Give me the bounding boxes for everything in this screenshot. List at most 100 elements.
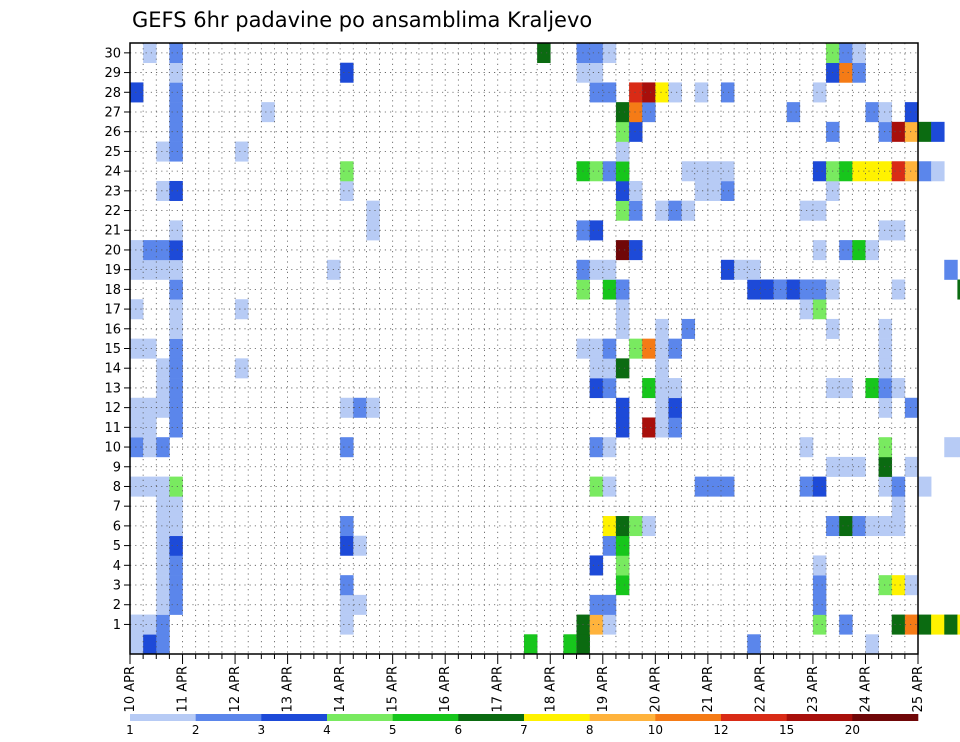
heatmap-cell: [589, 594, 604, 615]
heatmap-cell: [839, 516, 853, 537]
heatmap-cell: [747, 279, 761, 300]
heatmap-cell: [694, 161, 709, 182]
y-tick-label: 25: [104, 145, 121, 160]
heatmap-cell: [839, 62, 853, 83]
heatmap-cell: [786, 279, 801, 300]
heatmap-cell: [156, 378, 170, 399]
y-tick-label: 26: [104, 125, 121, 140]
y-tick-label: 23: [104, 184, 121, 199]
heatmap-cell: [156, 496, 170, 517]
heatmap-cell: [681, 161, 696, 182]
heatmap-cell: [904, 102, 919, 123]
heatmap-cell: [143, 437, 157, 458]
x-tick-label: 11 APR: [176, 666, 191, 712]
heatmap-cell: [130, 614, 144, 635]
x-tick-label: 13 APR: [281, 666, 296, 712]
heatmap-cell: [340, 614, 354, 635]
colorbar-label: 8: [586, 723, 594, 737]
heatmap-cell: [839, 161, 853, 182]
heatmap-cell: [891, 476, 906, 497]
heatmap-cell: [589, 437, 604, 458]
heatmap-cell: [169, 279, 183, 300]
x-tick-label: 21 APR: [701, 666, 716, 712]
colorbar: 1 2 3 4 5 6 7 8 10 12 15 20: [126, 714, 919, 737]
heatmap-cell: [944, 437, 958, 458]
heatmap-cell: [655, 358, 669, 379]
heatmap-cell: [931, 614, 945, 635]
heatmap-cell: [156, 535, 170, 556]
heatmap-cell: [524, 634, 538, 655]
heatmap-cell: [668, 417, 682, 438]
heatmap-cell: [615, 318, 630, 339]
x-tick-label: 10 APR: [123, 666, 138, 712]
heatmap-cell: [169, 594, 183, 615]
y-tick-label: 5: [113, 539, 121, 554]
heatmap-cell: [707, 180, 722, 201]
colorbar-label: 6: [455, 723, 463, 737]
x-tick-label: 22 APR: [753, 666, 768, 712]
colorbar-swatch: [786, 714, 853, 721]
heatmap-cell: [156, 594, 170, 615]
y-tick-label: 2: [113, 598, 121, 613]
heatmap-cell: [235, 299, 249, 320]
heatmap-cell: [169, 476, 183, 497]
heatmap-cell: [918, 121, 932, 142]
heatmap-cell: [812, 279, 827, 300]
heatmap-cell: [340, 594, 354, 615]
colorbar-label: 5: [389, 723, 397, 737]
heatmap-cell: [615, 417, 630, 438]
heatmap-cell: [642, 417, 656, 438]
heatmap-cell: [655, 397, 669, 418]
y-tick-label: 4: [113, 559, 121, 574]
x-tick-label: 12 APR: [228, 666, 243, 712]
heatmap-cell: [655, 338, 669, 359]
heatmap-cell: [904, 397, 919, 418]
colorbar-swatch: [655, 714, 722, 721]
heatmap-cell: [169, 43, 183, 64]
heatmap-cell: [589, 82, 604, 103]
heatmap-cell: [642, 516, 656, 537]
heatmap-cell: [156, 358, 170, 379]
heatmap-cell: [169, 555, 183, 576]
heatmap-cell: [629, 121, 643, 142]
y-tick-label: 18: [104, 283, 121, 298]
heatmap-cell: [629, 516, 643, 537]
heatmap-cell: [747, 634, 761, 655]
heatmap-cell: [130, 437, 144, 458]
x-tick-label: 16 APR: [438, 666, 453, 712]
colorbar-label: 3: [258, 723, 266, 737]
heatmap-cell: [156, 476, 170, 497]
heatmap-cell: [130, 397, 144, 418]
heatmap-cell: [865, 634, 879, 655]
heatmap-cell: [957, 437, 960, 458]
heatmap-cell: [169, 102, 183, 123]
colorbar-swatch: [852, 714, 919, 721]
y-tick-label: 28: [104, 86, 121, 101]
heatmap-cell: [156, 614, 170, 635]
heatmap-cell: [261, 102, 275, 123]
heatmap-cell: [169, 62, 183, 83]
heatmap-cell: [707, 161, 722, 182]
heatmap-cell: [878, 437, 893, 458]
colorbar-label: 1: [126, 723, 134, 737]
heatmap-cell: [694, 82, 709, 103]
heatmap-cell: [891, 279, 906, 300]
heatmap-cell: [615, 279, 630, 300]
heatmap-cell: [589, 161, 604, 182]
heatmap-cell: [918, 476, 932, 497]
heatmap-cell: [629, 82, 643, 103]
heatmap-cell: [891, 575, 906, 596]
heatmap-cell: [629, 102, 643, 123]
heatmap-cell: [812, 594, 827, 615]
heatmap-cell: [615, 397, 630, 418]
heatmap-cell: [812, 575, 827, 596]
heatmap-cell: [721, 180, 735, 201]
heatmap-cell: [629, 240, 643, 261]
heatmap-cell: [169, 496, 183, 517]
colorbar-swatch: [721, 714, 787, 721]
heatmap-cell: [786, 102, 801, 123]
heatmap-cell: [615, 141, 630, 162]
heatmap-cell: [615, 299, 630, 320]
y-tick-label: 3: [113, 579, 121, 594]
colorbar-label: 2: [192, 723, 200, 737]
